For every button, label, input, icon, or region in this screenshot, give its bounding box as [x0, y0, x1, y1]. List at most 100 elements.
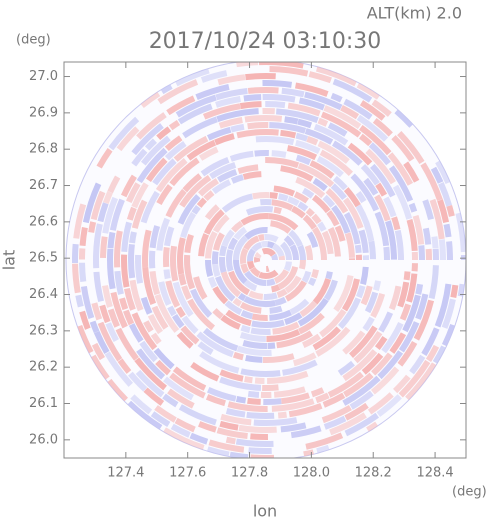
echo-cell	[268, 213, 299, 231]
echo-cell	[260, 391, 272, 398]
echo-cell	[205, 259, 214, 277]
echo-cell	[140, 135, 171, 166]
echo-cell	[126, 206, 137, 221]
echo-cell	[240, 263, 249, 274]
echo-cell	[153, 347, 175, 370]
echo-cell	[178, 273, 187, 286]
echo-cell	[205, 394, 226, 407]
echo-cell	[460, 255, 466, 260]
echo-cell	[388, 165, 414, 202]
echo-cell	[298, 97, 325, 111]
echo-cell	[262, 384, 279, 391]
echo-cell	[273, 206, 282, 215]
echo-cell	[317, 140, 350, 164]
echo-cell	[215, 275, 236, 302]
echo-cell	[332, 78, 373, 103]
echo-cell	[286, 145, 318, 161]
echo-cell	[184, 254, 196, 290]
echo-cell	[186, 139, 217, 161]
echo-cell	[129, 279, 144, 312]
echo-cell	[233, 259, 248, 285]
echo-cell	[287, 102, 321, 117]
echo-cell	[140, 296, 153, 315]
echo-cell	[429, 198, 445, 240]
echo-cell	[189, 432, 209, 445]
echo-cell	[243, 296, 276, 307]
echo-cell	[182, 116, 218, 139]
echo-cell	[199, 351, 240, 374]
echo-cell	[180, 211, 197, 239]
echo-cell	[135, 369, 165, 398]
echo-cell	[383, 246, 390, 260]
echo-cell	[432, 345, 446, 364]
echo-cell	[195, 83, 230, 100]
echo-cell	[126, 182, 141, 203]
altitude: ALT(km) 2.0	[367, 4, 462, 23]
echo-cell	[79, 262, 87, 282]
echo-cell	[162, 393, 179, 408]
echo-cell	[457, 283, 465, 297]
echo-cell	[117, 358, 132, 374]
echo-cell	[190, 288, 213, 318]
echo-cell	[131, 312, 158, 351]
echo-cell	[108, 116, 140, 151]
echo-cell	[311, 213, 322, 225]
echo-cell	[89, 320, 100, 334]
echo-cell	[88, 221, 97, 233]
echo-cell	[129, 231, 137, 244]
echo-cell	[200, 70, 228, 83]
echo-cell	[107, 308, 120, 328]
echo-cell	[283, 235, 295, 247]
echo-cell	[277, 266, 299, 290]
echo-cell	[285, 280, 307, 302]
echo-cell	[304, 91, 343, 111]
y-tick-label: 27.0	[29, 69, 58, 84]
echo-cell	[343, 372, 374, 398]
echo-cell	[331, 204, 351, 234]
echo-cell	[258, 269, 279, 279]
echo-cell	[176, 331, 194, 349]
echo-cell	[411, 263, 418, 272]
echo-cell	[244, 270, 267, 286]
echo-cell	[249, 266, 261, 278]
echo-cell	[155, 359, 171, 376]
echo-cell	[359, 100, 386, 121]
echo-cell	[288, 229, 303, 247]
echo-cell	[371, 99, 392, 117]
echo-cell	[73, 203, 87, 239]
echo-cell	[212, 308, 224, 320]
echo-cell	[251, 319, 285, 328]
echo-cell	[172, 366, 207, 391]
echo-cell	[271, 150, 287, 158]
echo-cell	[171, 313, 185, 329]
echo-cell	[184, 234, 194, 253]
echo-cell	[344, 232, 355, 258]
echo-cell	[284, 312, 303, 326]
echo-cell	[376, 394, 402, 417]
echo-cell	[215, 96, 241, 108]
echo-cell	[291, 205, 306, 219]
echo-cell	[240, 212, 269, 226]
echo-cell	[140, 190, 160, 224]
echo-cell	[342, 330, 366, 355]
echo-cell	[306, 136, 319, 146]
echo-cell	[289, 244, 299, 260]
echo-cell	[323, 279, 338, 301]
echo-cell	[107, 378, 128, 402]
echo-cell	[181, 315, 199, 335]
echo-cell	[280, 129, 297, 139]
echo-cell	[280, 422, 307, 433]
echo-cell	[316, 444, 330, 454]
echo-cell	[211, 179, 232, 195]
echo-cell	[271, 398, 315, 412]
echo-cell	[297, 162, 335, 188]
echo-cell	[450, 284, 459, 299]
echo-cell	[102, 285, 113, 308]
echo-cell	[121, 221, 132, 252]
echo-cell	[196, 331, 234, 358]
echo-cell	[356, 114, 389, 142]
echo-cell	[220, 413, 252, 426]
echo-cell	[377, 350, 404, 380]
echo-cell	[164, 135, 183, 152]
echo-cell	[385, 220, 397, 260]
